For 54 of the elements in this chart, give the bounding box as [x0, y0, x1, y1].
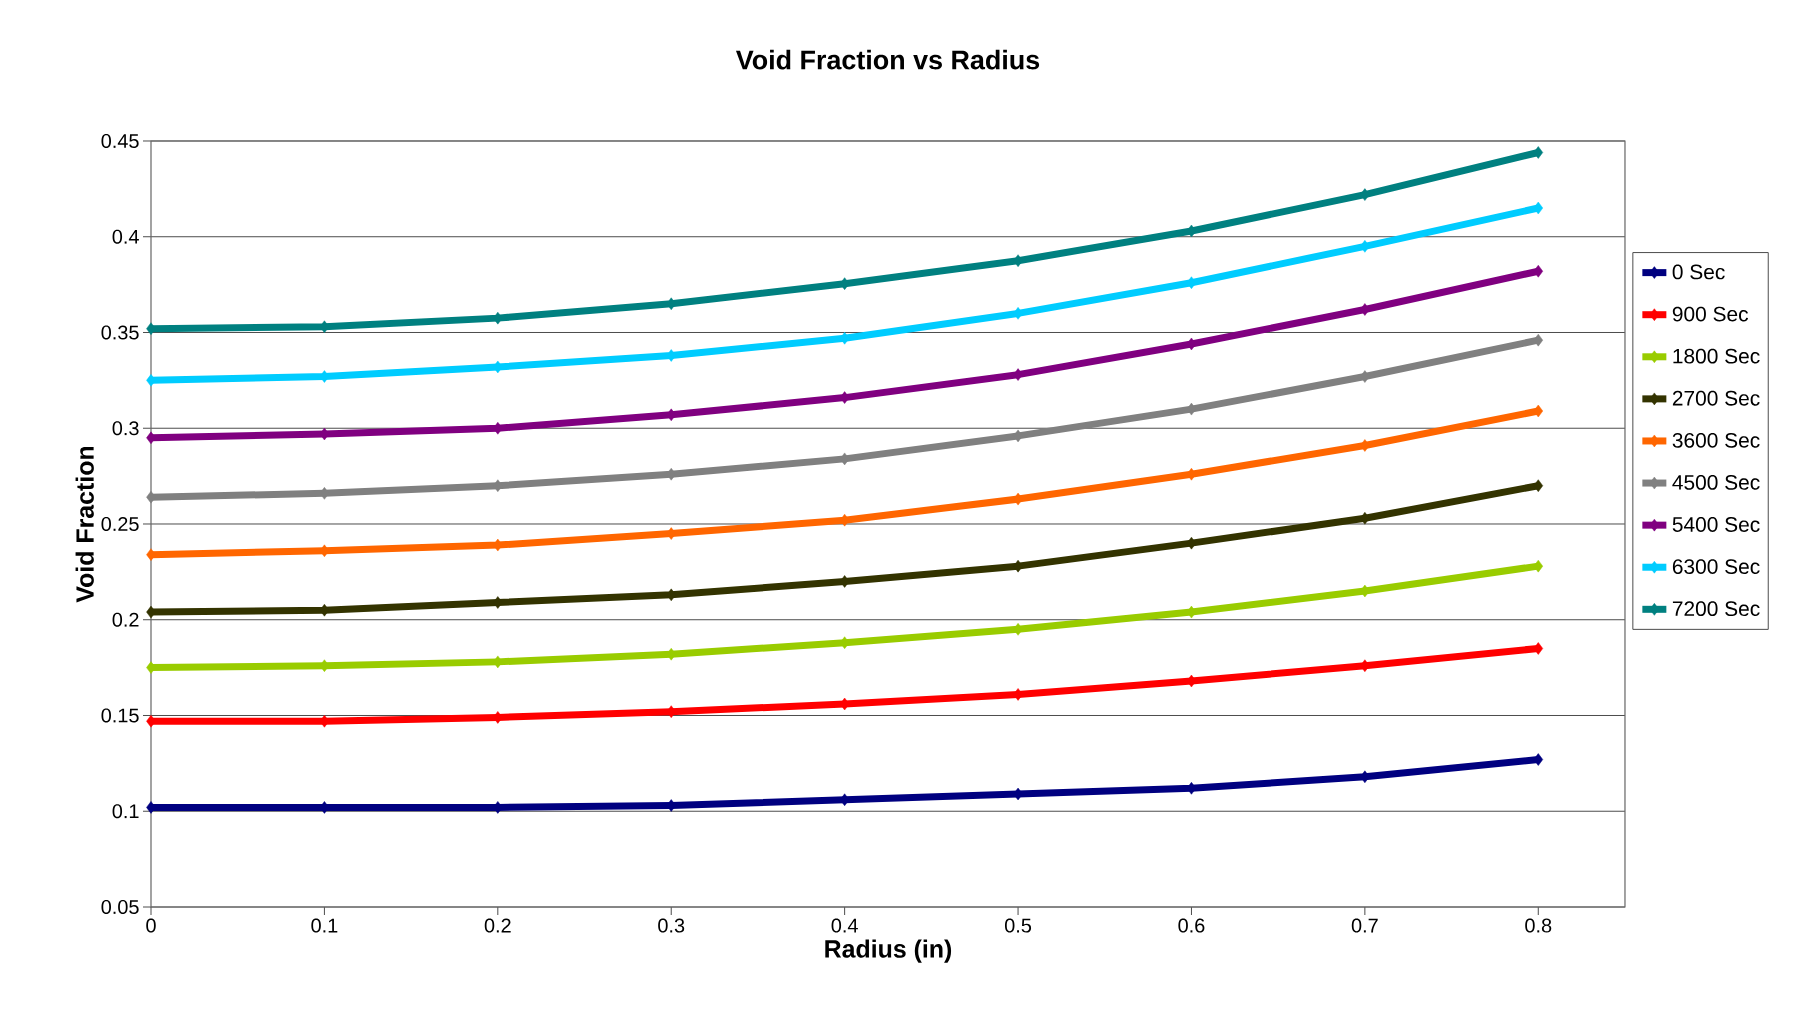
point	[1533, 201, 1544, 215]
y-tick-label: 0.1	[112, 804, 139, 819]
point	[493, 311, 503, 325]
legend-label: 2700 Sec	[1672, 390, 1760, 406]
point	[1013, 559, 1023, 573]
point	[666, 647, 676, 661]
point	[666, 588, 676, 602]
point	[1533, 333, 1544, 347]
point	[1360, 584, 1370, 598]
y-tick-label: 0.35	[101, 325, 139, 340]
point	[493, 538, 503, 552]
x-tick-label: 0.5	[1004, 918, 1032, 933]
point	[493, 655, 503, 669]
legend-label: 4500 Sec	[1672, 475, 1760, 490]
y-tick-label: 0.2	[112, 612, 139, 627]
x-tick-label: 0.2	[484, 918, 511, 933]
point	[1013, 492, 1023, 506]
y-tick-label: 0.4	[112, 229, 139, 244]
point	[1533, 404, 1544, 418]
legend-label: 3600 Sec	[1672, 432, 1760, 448]
x-tick-label: 0.7	[1351, 918, 1378, 933]
point	[493, 360, 503, 374]
point	[146, 714, 156, 728]
x-axis-title: Radius (in)	[825, 939, 952, 963]
point	[1360, 770, 1370, 784]
legend-label: 6300 Sec	[1672, 559, 1760, 574]
x-tick-label: 0	[146, 918, 156, 933]
point	[666, 297, 676, 311]
legend-label: 0 Sec	[1672, 264, 1725, 280]
x-tick-label: 0.1	[311, 918, 338, 933]
y-tick-label: 0.3	[112, 421, 139, 436]
point	[146, 431, 156, 445]
y-tick-label: 0.15	[101, 708, 139, 723]
legend-label: 5400 Sec	[1672, 517, 1760, 532]
x-tick-label: 0.4	[831, 918, 858, 933]
legend-label: 900 Sec	[1672, 306, 1749, 322]
point	[1013, 429, 1023, 443]
point	[146, 605, 156, 619]
y-axis-title: Void Fraction	[75, 446, 94, 603]
point	[1533, 264, 1544, 278]
point	[1013, 787, 1023, 801]
legend-label: 1800 Sec	[1673, 348, 1760, 364]
y-tick-label: 0.25	[101, 516, 139, 532]
x-tick-label: 0.8	[1525, 918, 1552, 933]
point	[146, 490, 156, 504]
x-tick-label: 0.6	[1178, 918, 1205, 933]
x-tick-label: 0.3	[658, 918, 685, 933]
point	[493, 421, 503, 435]
point	[1533, 559, 1544, 573]
point	[666, 408, 676, 422]
chart-title: Void Fraction vs Radius	[735, 49, 1040, 70]
y-tick-label: 0.45	[101, 133, 139, 149]
y-tick-label: 0.05	[101, 899, 139, 915]
legend-label: 7200 Sec	[1672, 601, 1760, 617]
